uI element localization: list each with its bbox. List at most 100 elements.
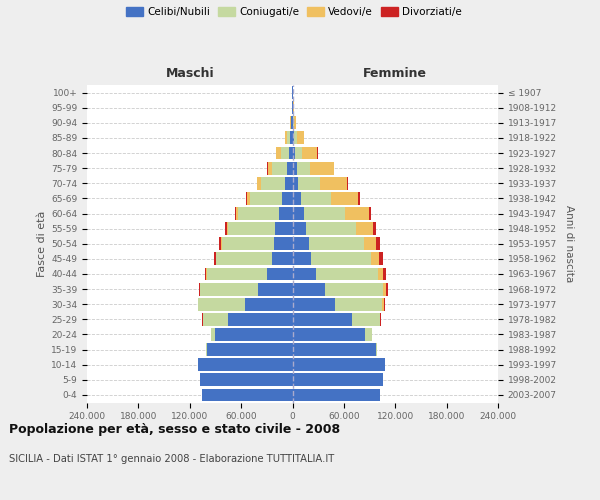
Bar (199, 298, 245, 310)
Bar (373, 222, 376, 235)
Bar (293, 388, 380, 402)
Bar (257, 177, 261, 190)
Bar (311, 252, 371, 266)
Bar (215, 328, 293, 341)
Bar (383, 282, 386, 296)
Bar (247, 192, 250, 205)
Bar (293, 222, 306, 235)
Bar (287, 162, 293, 174)
Bar (293, 374, 383, 386)
Bar (358, 192, 360, 205)
Bar (297, 132, 304, 144)
Bar (274, 238, 293, 250)
Bar (293, 116, 294, 129)
Bar (293, 282, 325, 296)
Bar (298, 177, 320, 190)
Bar (331, 192, 358, 205)
Bar (292, 116, 293, 129)
Bar (228, 222, 275, 235)
Bar (268, 162, 272, 174)
Bar (199, 358, 293, 371)
Bar (202, 388, 293, 402)
Bar (199, 282, 200, 296)
Bar (238, 207, 279, 220)
Text: SICILIA - Dati ISTAT 1° gennaio 2008 - Elaborazione TUTTITALIA.IT: SICILIA - Dati ISTAT 1° gennaio 2008 - E… (9, 454, 334, 464)
Bar (293, 252, 311, 266)
Bar (227, 222, 228, 235)
Bar (378, 268, 383, 280)
Bar (376, 238, 380, 250)
Bar (379, 252, 383, 266)
Bar (290, 116, 292, 129)
Bar (267, 268, 293, 280)
Bar (352, 313, 380, 326)
Bar (293, 146, 295, 160)
Bar (293, 328, 365, 341)
Bar (386, 282, 388, 296)
Bar (306, 222, 356, 235)
Bar (207, 268, 267, 280)
Bar (261, 177, 285, 190)
Bar (290, 132, 293, 144)
Bar (335, 298, 382, 310)
Bar (205, 268, 206, 280)
Bar (222, 238, 274, 250)
Bar (293, 207, 304, 220)
Bar (272, 162, 287, 174)
Bar (285, 132, 287, 144)
Bar (207, 343, 293, 356)
Bar (221, 238, 222, 250)
Bar (297, 162, 310, 174)
Bar (214, 252, 215, 266)
Bar (382, 298, 384, 310)
Bar (285, 177, 293, 190)
Bar (345, 207, 369, 220)
Bar (276, 146, 281, 160)
Bar (293, 132, 294, 144)
Bar (200, 282, 258, 296)
Bar (293, 192, 301, 205)
Bar (287, 132, 290, 144)
Bar (310, 162, 334, 174)
Bar (250, 192, 282, 205)
Bar (203, 313, 228, 326)
Bar (275, 222, 293, 235)
Bar (215, 252, 216, 266)
Bar (293, 268, 316, 280)
Bar (211, 328, 215, 341)
Bar (325, 282, 383, 296)
Bar (347, 177, 349, 190)
Bar (226, 222, 227, 235)
Bar (282, 192, 293, 205)
Bar (200, 374, 293, 386)
Text: Popolazione per età, sesso e stato civile - 2008: Popolazione per età, sesso e stato civil… (9, 422, 340, 436)
Bar (272, 252, 293, 266)
Bar (258, 282, 293, 296)
Bar (293, 162, 297, 174)
Text: Femmine: Femmine (363, 66, 427, 80)
Bar (289, 146, 293, 160)
Bar (281, 146, 289, 160)
Bar (364, 238, 376, 250)
Bar (293, 358, 385, 371)
Bar (304, 207, 345, 220)
Bar (384, 298, 385, 310)
Bar (279, 207, 293, 220)
Y-axis label: Anni di nascita: Anni di nascita (563, 205, 574, 282)
Bar (293, 298, 335, 310)
Bar (302, 146, 317, 160)
Bar (316, 268, 378, 280)
Y-axis label: Fasce di età: Fasce di età (37, 210, 47, 277)
Bar (365, 328, 372, 341)
Bar (216, 252, 272, 266)
Bar (293, 238, 309, 250)
Bar (294, 116, 296, 129)
Bar (245, 298, 293, 310)
Bar (236, 207, 238, 220)
Bar (228, 313, 293, 326)
Bar (369, 207, 371, 220)
Bar (301, 192, 331, 205)
Bar (295, 146, 302, 160)
Bar (309, 238, 364, 250)
Bar (383, 268, 386, 280)
